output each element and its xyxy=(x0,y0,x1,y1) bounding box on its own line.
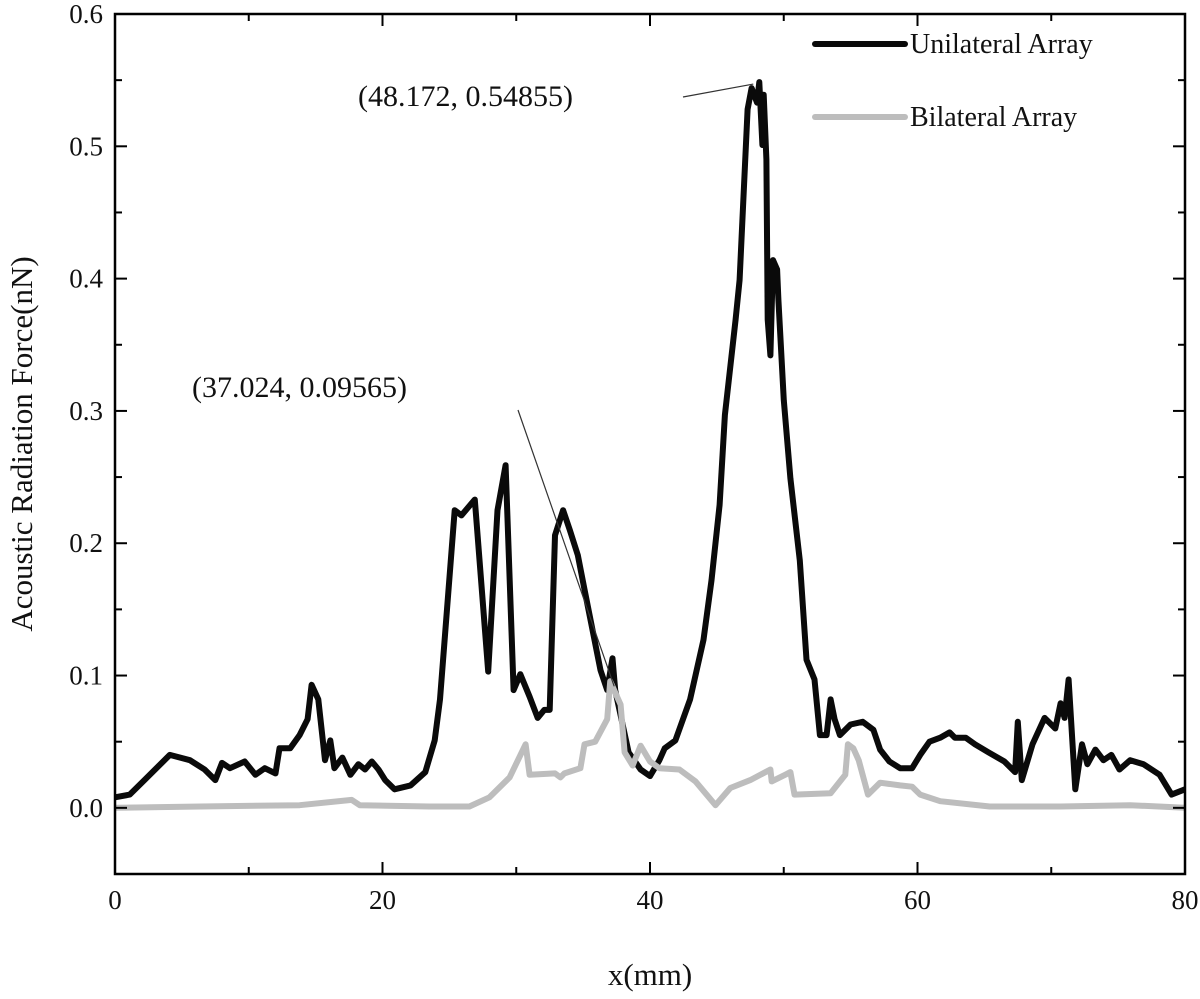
y-tick-label: 0.3 xyxy=(69,396,103,426)
series-line-bilateral xyxy=(114,678,1186,811)
annotation-label: (37.024, 0.09565) xyxy=(192,371,407,404)
annotation-leader-line xyxy=(682,83,754,98)
x-tick-label: 40 xyxy=(637,885,664,915)
legend: Unilateral Array Bilateral Array xyxy=(812,29,1093,133)
legend-item-unilateral: Unilateral Array xyxy=(812,29,1093,60)
annotation-label: (48.172, 0.54855) xyxy=(358,80,573,113)
series-layer xyxy=(114,79,1187,811)
series-line-unilateral xyxy=(114,79,1187,801)
x-tick-label: 80 xyxy=(1172,885,1199,915)
legend-label: Bilateral Array xyxy=(910,102,1077,133)
y-tick-label: 0.4 xyxy=(69,264,103,294)
legend-item-bilateral: Bilateral Array xyxy=(812,102,1077,133)
plot-frame xyxy=(113,12,1187,876)
y-tick-label: 0.1 xyxy=(69,661,103,691)
y-tick-label: 0.5 xyxy=(69,131,103,161)
x-axis-title: x(mm) xyxy=(608,957,692,992)
y-axis-title: Acoustic Radiation Force(nN) xyxy=(4,256,39,631)
x-tick-label: 60 xyxy=(904,885,931,915)
y-tick-label: 0.0 xyxy=(69,793,103,823)
legend-label: Unilateral Array xyxy=(910,29,1093,60)
annotation-leader-line xyxy=(517,409,615,687)
x-tick-label: 20 xyxy=(369,885,396,915)
x-tick-label: 0 xyxy=(108,885,122,915)
ticks: 0 20 40 60 80 0.0 0.1 0.2 0.3 0.4 0.5 0.6 xyxy=(69,0,1198,915)
y-tick-label: 0.2 xyxy=(69,528,103,558)
annotation-peak-bilateral: (37.024, 0.09565) xyxy=(192,371,615,687)
y-tick-label: 0.6 xyxy=(69,0,103,29)
annotation-peak-unilateral: (48.172, 0.54855) xyxy=(358,80,754,113)
